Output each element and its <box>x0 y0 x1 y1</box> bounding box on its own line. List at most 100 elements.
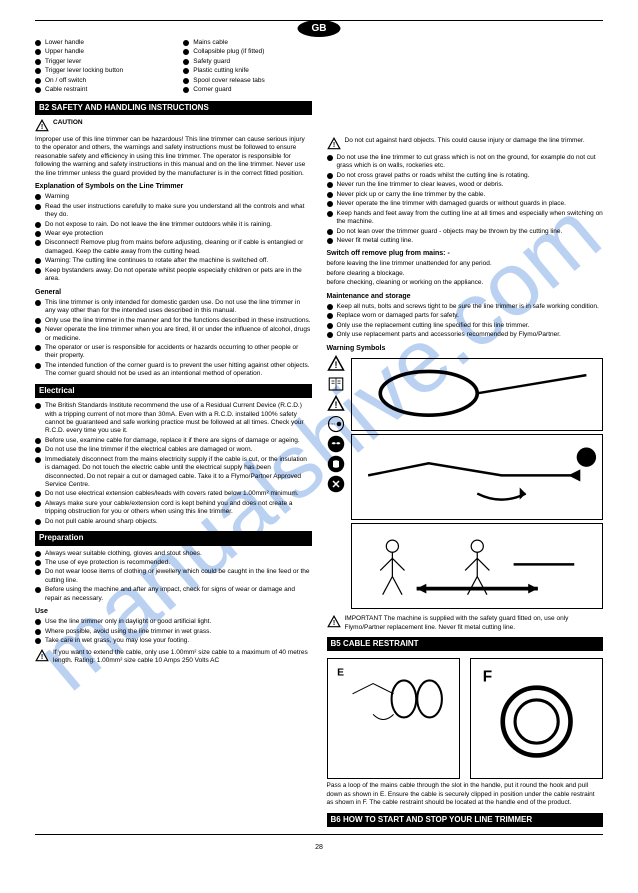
component-item: Corner guard <box>193 86 231 94</box>
component-item: Trigger lever <box>45 58 81 66</box>
general-item: Only use the line trimmer in the manner … <box>45 317 311 325</box>
use2-item: Never pick up or carry the line trimmer … <box>337 191 486 199</box>
figure-f: F <box>470 658 603 779</box>
use-item: Use the line trimmer only in daylight or… <box>45 618 211 626</box>
use2-item: Never run the line trimmer to clear leav… <box>337 181 504 189</box>
safety-caution-text: Improper use of this line trimmer can be… <box>35 136 312 178</box>
section-cable-restraint: B5 CABLE RESTRAINT <box>327 637 604 651</box>
switch-item: before leaving the line trimmer unattend… <box>327 260 492 268</box>
svg-text:!: ! <box>41 124 43 131</box>
component-item: On / off switch <box>45 77 86 85</box>
use2-item: Do not cross gravel paths or roads whils… <box>337 172 530 180</box>
two-column-layout: Lower handle Upper handle Trigger lever … <box>35 39 603 831</box>
rotation-diagram <box>351 434 604 520</box>
switch-item: before checking, cleaning or working on … <box>327 279 484 287</box>
right-warning: ! Do not cut against hard objects. This … <box>327 137 604 151</box>
safety-caution: ! CAUTION <box>35 119 312 133</box>
component-item: Plastic cutting knife <box>193 67 249 75</box>
debris-icon <box>327 415 345 433</box>
svg-text:!: ! <box>41 654 43 661</box>
symbol-item: Warning: The cutting line continues to r… <box>45 257 268 265</box>
electrical-item: Do not use electrical extension cables/l… <box>45 490 299 498</box>
electrical-item: Immediately disconnect from the mains el… <box>45 456 312 490</box>
warning-symbols-figure: ! ! <box>327 355 604 612</box>
figure-e: E <box>327 658 460 779</box>
component-item: Trigger lever locking button <box>45 67 123 75</box>
symbol-item: Read the user instructions carefully to … <box>45 203 312 220</box>
use2-item: Do not use the line trimmer to cut grass… <box>337 154 604 171</box>
switch-heading: Switch off remove plug from mains: - <box>327 249 604 258</box>
right-column: ! Do not cut against hard objects. This … <box>327 39 604 831</box>
disconnect-icon <box>327 475 345 493</box>
maint-item: Only use the replacement cutting line sp… <box>337 322 530 330</box>
warning-triangle-icon: ! <box>327 355 345 373</box>
component-item: Lower handle <box>45 39 84 47</box>
use2-item: Keep hands and feet away from the cuttin… <box>337 210 604 227</box>
bystander-diagram <box>351 523 604 609</box>
svg-text:!: ! <box>332 620 334 627</box>
warning-icon: ! <box>35 649 49 663</box>
component-item: Collapsible plug (if fitted) <box>193 48 264 56</box>
explanation-heading: Explanation of Symbols on the Line Trimm… <box>35 182 312 191</box>
left-column: Lower handle Upper handle Trigger lever … <box>35 39 312 831</box>
ear-protection-icon <box>327 455 345 473</box>
symbol-item: Warning <box>45 193 69 201</box>
component-item: Spool cover release tabs <box>193 77 265 85</box>
use-item: Where possible, avoid using the line tri… <box>45 628 211 636</box>
maint-item: Only use replacement parts and accessori… <box>337 331 561 339</box>
electrical-item: Before use, examine cable for damage, re… <box>45 437 300 445</box>
symbol-item: Disconnect! Remove plug from mains befor… <box>45 239 312 256</box>
footer-rule <box>35 834 603 835</box>
page-content: GB Lower handle Upper handle Trigger lev… <box>0 0 638 872</box>
svg-text:!: ! <box>332 142 334 149</box>
warning-symbols-label: Warning Symbols <box>327 344 604 353</box>
component-item: Safety guard <box>193 58 230 66</box>
symbol-item: Keep bystanders away. Do not operate whi… <box>45 267 312 284</box>
maintenance-heading: Maintenance and storage <box>327 292 604 301</box>
read-manual-icon <box>327 375 345 393</box>
electrical-item: Do not use the line trimmer if the elect… <box>45 446 252 454</box>
use2-item: Never fit metal cutting line. <box>337 237 414 245</box>
general-item: The intended function of the corner guar… <box>45 362 312 379</box>
assembly-warning: ! IMPORTANT The machine is supplied with… <box>327 615 604 632</box>
warning-triangle-icon: ! <box>327 395 345 413</box>
svg-text:!: ! <box>334 359 337 369</box>
electrical-item: Do not pull cable around sharp objects. <box>45 518 158 526</box>
section-electrical: Electrical <box>35 384 312 398</box>
cable-text: Pass a loop of the mains cable through t… <box>327 782 604 807</box>
eye-protection-icon <box>327 435 345 453</box>
svg-text:E: E <box>337 668 344 679</box>
warning-icon: ! <box>327 137 341 151</box>
cables-warning: ! If you want to extend the cable, only … <box>35 649 312 666</box>
language-badge: GB <box>298 20 341 37</box>
symbol-item: Do not expose to rain. Do not leave the … <box>45 221 272 229</box>
warning-icon: ! <box>327 615 341 629</box>
symbol-item: Wear eye protection <box>45 230 103 238</box>
general-heading: General <box>35 288 312 297</box>
svg-text:!: ! <box>334 399 337 409</box>
section-safety: B2 SAFETY AND HANDLING INSTRUCTIONS <box>35 101 312 115</box>
maint-item: Replace worn or damaged parts for safety… <box>337 312 459 320</box>
maint-item: Keep all nuts, bolts and screws tight to… <box>337 303 599 311</box>
use-heading: Use <box>35 607 312 616</box>
components-list: Lower handle Upper handle Trigger lever … <box>35 39 312 96</box>
cable-figures: E F <box>327 655 604 782</box>
page-number: 28 <box>35 843 603 852</box>
use2-item: Do not lean over the trimmer guard - obj… <box>337 228 563 236</box>
component-item: Mains cable <box>193 39 228 47</box>
component-item: Upper handle <box>45 48 84 56</box>
section-preparation: Preparation <box>35 531 312 545</box>
section-start-stop: B6 HOW TO START AND STOP YOUR LINE TRIMM… <box>327 813 604 827</box>
prep-item: The use of eye protection is recommended… <box>45 559 170 567</box>
prep-item: Always wear suitable clothing, gloves an… <box>45 550 202 558</box>
use-item: Take care in wet grass, you may lose you… <box>45 637 189 645</box>
warning-icon: ! <box>35 119 49 133</box>
electrical-item: The British Standards Institute recommen… <box>45 402 312 436</box>
switch-item: before clearing a blockage. <box>327 270 405 278</box>
general-item: The operator or user is responsible for … <box>45 344 312 361</box>
prep-item: Before using the machine and after any i… <box>45 586 312 603</box>
prep-item: Do not wear loose items of clothing or j… <box>45 568 312 585</box>
use2-item: Never operate the line trimmer with dama… <box>337 200 566 208</box>
svg-text:F: F <box>482 669 491 686</box>
cutting-line-diagram <box>351 358 604 432</box>
